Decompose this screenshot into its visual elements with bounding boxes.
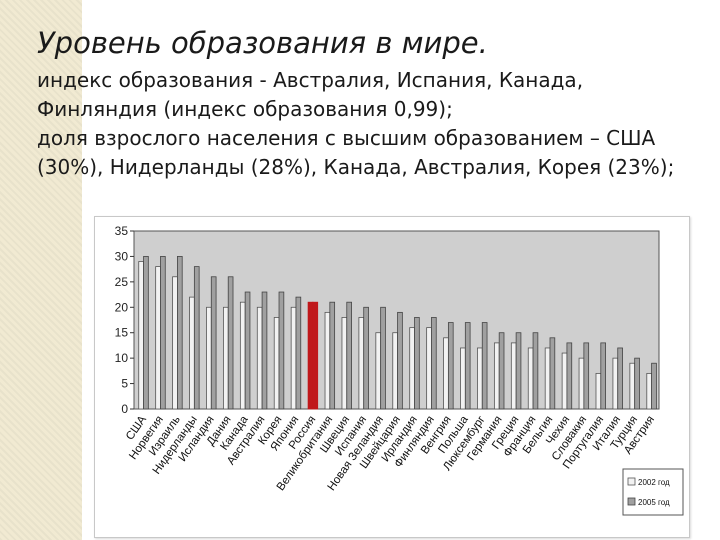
bar-2005 (380, 306, 386, 410)
bar-2002 (392, 332, 398, 410)
bar-2002 (189, 296, 195, 410)
bar-2002 (172, 276, 178, 410)
bar-2005 (143, 256, 149, 410)
bar-2002 (256, 306, 263, 410)
bar-2005 (431, 317, 437, 410)
body-line-2: Финляндия (индекс образования 0,99); (37, 97, 453, 121)
bar-2002 (324, 311, 331, 410)
bar-2005 (617, 347, 623, 410)
bar-2002 (223, 306, 229, 410)
bar-2005 (346, 301, 352, 410)
bar-2005 (532, 332, 539, 410)
bar-2002 (409, 327, 415, 410)
bar-2005 (566, 342, 573, 410)
bar-2005 (363, 306, 369, 410)
y-tick-label: 20 (115, 300, 129, 314)
y-tick-label: 15 (115, 326, 129, 340)
bar-2005 (312, 301, 319, 410)
bar-2002 (612, 357, 619, 410)
y-tick-label: 30 (115, 249, 129, 263)
bar-2005 (464, 322, 471, 410)
bar-2005 (397, 311, 403, 410)
bar-2002 (527, 347, 534, 410)
bar-2002 (578, 357, 585, 410)
slide-title: Уровень образования в мире. (37, 26, 488, 60)
bar-2005 (278, 291, 285, 410)
chart-frame: 0 5 10 15 20 25 30 35 США Норвегия Израиль Нидерлан… (94, 216, 690, 538)
bar-2005 (295, 296, 302, 410)
bar-2002 (155, 266, 161, 410)
bar-2002 (510, 342, 517, 410)
legend-label: 2005 год (638, 498, 670, 507)
bar-2002 (375, 332, 382, 410)
slide-body: индекс образования - Австралия, Испания,… (37, 66, 707, 182)
body-line-1: индекс образования - Австралия, Испания,… (37, 68, 584, 92)
y-tick-label: 0 (121, 402, 128, 416)
bar-2002 (290, 306, 297, 410)
bar-2002 (358, 317, 365, 410)
bar-2005 (651, 362, 657, 410)
y-tick-label: 25 (115, 275, 129, 289)
bar-2002 (477, 347, 483, 410)
bar-2005 (261, 291, 268, 410)
legend-swatch (627, 477, 636, 486)
bar-2002 (443, 337, 449, 410)
bar-2002 (138, 261, 144, 410)
body-line-4: (30%), Нидерланды (28%), Канада, Австрал… (37, 155, 675, 179)
bar-2002 (544, 347, 551, 410)
bar-2005 (481, 322, 488, 410)
bar-2005 (227, 276, 234, 410)
bar-2005 (210, 276, 217, 410)
bar-2002 (239, 301, 246, 410)
bar-2002 (341, 317, 348, 410)
bar-2002 (595, 372, 602, 410)
bar-2005 (549, 337, 556, 410)
legend-box (622, 468, 684, 516)
bar-2005 (600, 342, 606, 410)
bar-2005 (515, 332, 522, 410)
bar-2002 (646, 372, 653, 410)
legend-swatch (627, 497, 636, 506)
legend-label: 2002 год (638, 478, 670, 487)
bar-2005 (244, 291, 251, 410)
bar-2005 (329, 301, 336, 410)
bar-2005 (177, 256, 183, 410)
y-tick-label: 10 (115, 351, 129, 365)
bar-2005 (414, 317, 420, 410)
bar-2002 (426, 327, 432, 410)
sidebar-decoration (0, 0, 82, 540)
bar-2005 (583, 342, 590, 410)
body-line-3: доля взрослого населения с высшим образо… (37, 126, 656, 150)
bar-2002 (206, 306, 212, 410)
bar-2005 (498, 332, 505, 410)
y-tick-label: 35 (115, 224, 129, 238)
bar-2005 (447, 322, 454, 410)
bar-2005 (160, 256, 166, 410)
bar-2002 (460, 347, 466, 410)
education-bar-chart: 05101520253035СШАНорвегияИзраильНидерлан… (115, 224, 684, 516)
bar-2002 (273, 317, 280, 410)
bar-2002 (561, 352, 568, 410)
y-tick-label: 5 (121, 377, 128, 391)
bar-2005 (634, 357, 640, 410)
bar-2002 (629, 362, 636, 410)
bar-2005 (193, 266, 200, 410)
bar-2002 (307, 301, 314, 410)
bar-2002 (493, 342, 500, 410)
